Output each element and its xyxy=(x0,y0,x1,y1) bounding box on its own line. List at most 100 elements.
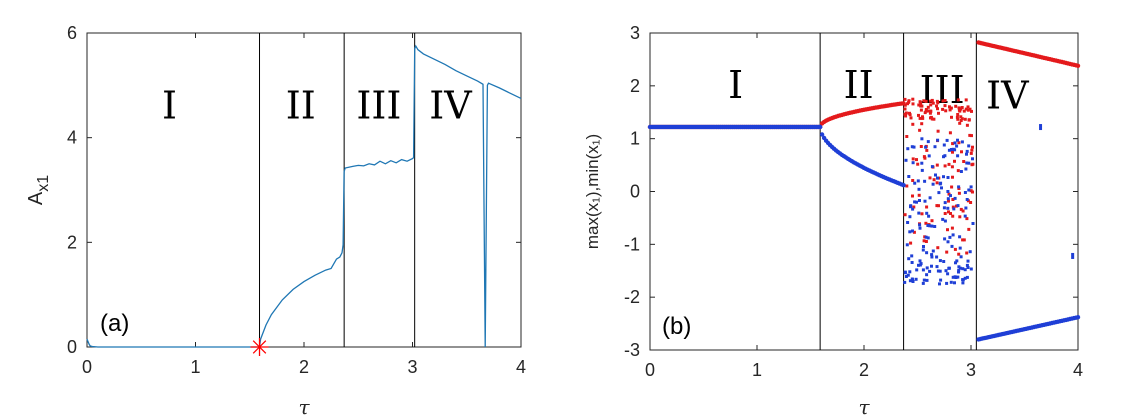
data-point xyxy=(923,199,927,203)
data-point xyxy=(911,179,915,182)
data-point xyxy=(951,150,954,154)
data-point xyxy=(911,97,915,101)
x-tick-label: 1 xyxy=(190,357,200,377)
series-min xyxy=(647,124,1081,342)
data-point xyxy=(957,268,961,272)
x-tick-label: 0 xyxy=(645,360,655,380)
data-point xyxy=(950,226,954,230)
data-point xyxy=(968,250,972,254)
data-point xyxy=(964,107,968,111)
data-point xyxy=(954,261,957,265)
data-point xyxy=(916,179,920,183)
data-point xyxy=(903,271,907,275)
data-point xyxy=(907,257,911,261)
data-point xyxy=(911,161,915,165)
data-point xyxy=(917,103,921,107)
data-point xyxy=(945,281,949,285)
data-point xyxy=(909,116,913,120)
data-point xyxy=(958,215,962,219)
data-point xyxy=(957,265,961,269)
data-point xyxy=(943,212,947,215)
data-point xyxy=(937,111,940,115)
data-point xyxy=(940,186,943,190)
data-point xyxy=(949,148,953,151)
data-point xyxy=(915,158,918,162)
x-axis-label: τ xyxy=(298,395,310,419)
data-point xyxy=(965,161,969,165)
data-point xyxy=(941,217,945,221)
y-tick-label: 2 xyxy=(67,232,77,252)
data-point xyxy=(946,206,950,210)
data-point xyxy=(949,106,953,110)
data-point xyxy=(955,259,959,263)
data-point xyxy=(956,138,959,142)
data-point xyxy=(924,235,928,239)
y-tick-label: -2 xyxy=(624,287,640,307)
data-point xyxy=(948,105,951,109)
data-point xyxy=(925,273,929,277)
data-point xyxy=(930,264,933,268)
data-point xyxy=(925,211,929,215)
data-point xyxy=(953,281,956,285)
data-point xyxy=(905,243,909,247)
data-point xyxy=(906,221,910,224)
data-point xyxy=(919,104,923,108)
data-point xyxy=(915,200,918,204)
data-point xyxy=(951,142,955,146)
data-point xyxy=(910,277,914,281)
data-point xyxy=(962,109,966,113)
data-point xyxy=(959,119,963,122)
data-point xyxy=(960,150,963,154)
region-label: II xyxy=(844,63,874,107)
data-point xyxy=(971,145,974,149)
data-point xyxy=(965,152,968,156)
data-point xyxy=(928,224,932,228)
y-tick-label: -1 xyxy=(624,234,640,254)
data-point xyxy=(914,277,918,281)
region-label: III xyxy=(356,83,401,127)
data-point xyxy=(932,117,936,121)
data-point xyxy=(919,102,923,105)
data-point xyxy=(956,98,960,102)
data-point xyxy=(930,219,934,223)
x-tick-label: 2 xyxy=(859,360,869,380)
data-point xyxy=(924,108,928,111)
data-point xyxy=(1071,252,1075,259)
data-point xyxy=(911,122,915,126)
data-point xyxy=(970,163,974,167)
data-point xyxy=(918,223,922,227)
data-point xyxy=(963,191,967,194)
data-point xyxy=(961,209,965,213)
y-tick-label: 2 xyxy=(630,76,640,96)
data-point xyxy=(936,101,940,105)
data-point xyxy=(918,199,921,202)
data-point xyxy=(938,269,942,273)
data-point xyxy=(961,278,965,282)
data-point xyxy=(921,116,925,120)
data-point xyxy=(969,201,973,204)
data-point xyxy=(901,183,906,188)
x-tick-label: 2 xyxy=(299,357,309,377)
data-point xyxy=(935,104,938,108)
x-tick-label: 3 xyxy=(966,360,976,380)
data-point xyxy=(955,144,959,148)
data-point xyxy=(932,178,936,182)
data-point xyxy=(908,270,912,274)
data-point xyxy=(1039,124,1043,131)
data-point xyxy=(926,224,930,227)
data-point xyxy=(951,147,955,151)
data-point xyxy=(911,280,915,283)
data-point xyxy=(946,190,950,193)
data-point xyxy=(910,145,914,149)
data-point xyxy=(911,194,914,198)
data-point xyxy=(927,214,931,218)
data-point xyxy=(919,262,923,266)
plot-frame xyxy=(86,32,522,348)
data-point xyxy=(923,179,927,183)
y-tick-label: 1 xyxy=(630,129,640,149)
data-point xyxy=(969,189,973,193)
data-point xyxy=(971,157,974,161)
data-point xyxy=(926,109,930,113)
